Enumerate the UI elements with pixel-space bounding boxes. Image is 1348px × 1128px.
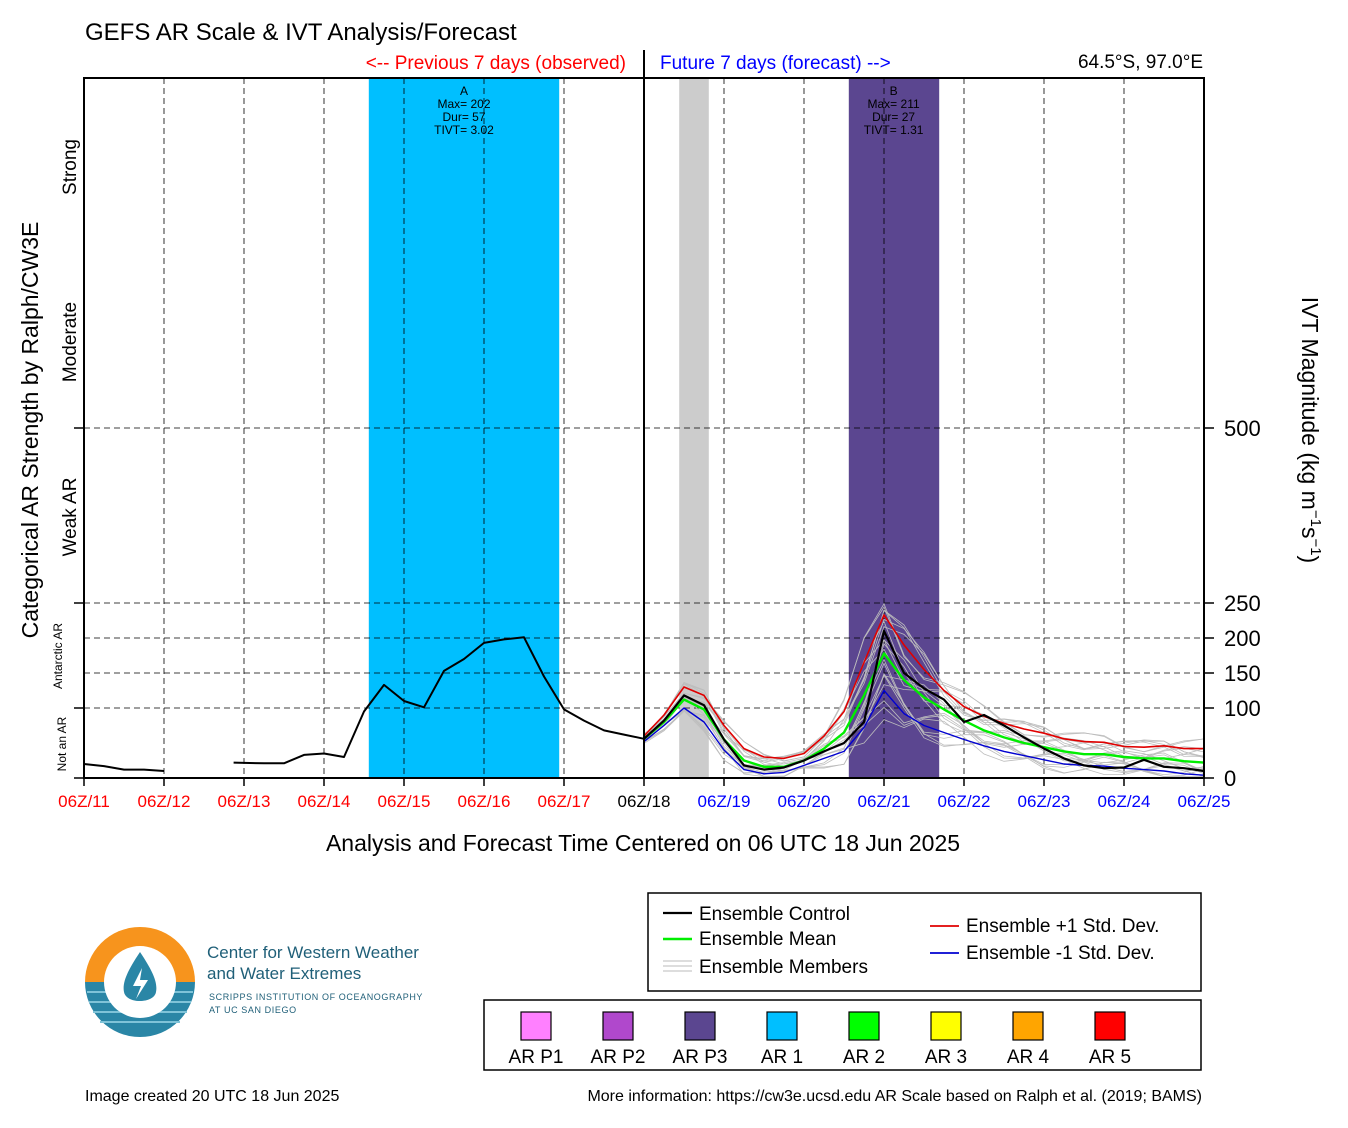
y-tick-label-1: 100	[1224, 696, 1261, 721]
x-tick-label-4: 06Z/15	[378, 792, 431, 811]
ar-scale-swatch-6	[1012, 1011, 1044, 1041]
footer-created: Image created 20 UTC 18 Jun 2025	[85, 1088, 340, 1105]
footer-info: More information: https://cw3e.ucsd.edu …	[587, 1088, 1202, 1105]
legend-members-swatch	[663, 960, 692, 972]
x-tick-label-7: 06Z/18	[618, 792, 671, 811]
ar-scale-swatch-7	[1094, 1011, 1126, 1041]
ar-scale-label-5: AR 3	[925, 1047, 967, 1068]
location-label: 64.5°S, 97.0°E	[1078, 52, 1203, 73]
y-tick-label-4: 250	[1224, 591, 1261, 616]
x-tick-label-6: 06Z/17	[538, 792, 591, 811]
series-minus_sd	[643, 689, 1205, 776]
legend-plus-sd: Ensemble +1 Std. Dev.	[966, 916, 1159, 937]
ar-scale-swatch-5	[930, 1011, 962, 1041]
chart-title: GEFS AR Scale & IVT Analysis/Forecast	[85, 19, 517, 46]
x-tick-label-3: 06Z/14	[298, 792, 351, 811]
event-label-2-0: B	[890, 84, 898, 98]
x-tick-label-1: 06Z/12	[138, 792, 191, 811]
series-mean	[643, 652, 1205, 768]
y-tick-label-2: 150	[1224, 661, 1261, 686]
member-line-10	[643, 710, 1205, 777]
ar-scale-legend: AR P1 AR P2 AR P3 AR 1 AR 2 AR 3 AR 4 AR 5	[483, 999, 1202, 1071]
ar-scale-swatch-3	[766, 1011, 798, 1041]
event-label-0-0: A	[460, 84, 468, 98]
legend-members: Ensemble Members	[699, 957, 868, 978]
future-label: Future 7 days (forecast) -->	[660, 53, 891, 74]
ar-scale-label-3: AR 1	[761, 1047, 803, 1068]
x-tick-label-8: 06Z/19	[698, 792, 751, 811]
event-label-0-2: Dur= 57	[442, 110, 485, 124]
right-axis-title: IVT Magnitude (kg m−1s−1)	[1297, 297, 1324, 563]
member-line-16	[643, 618, 1205, 762]
category-not-ar: Not an AR	[55, 716, 69, 771]
logo-title-line2: and Water Extremes	[207, 964, 362, 983]
x-tick-label-0: 06Z/11	[58, 792, 110, 811]
ar-scale-label-4: AR 2	[843, 1047, 885, 1068]
previous-label: <-- Previous 7 days (observed)	[366, 53, 626, 74]
member-line-18	[643, 706, 1205, 777]
logo-subtitle-line2: AT UC SAN DIEGO	[209, 1005, 297, 1015]
category-antarctic-ar: Antarctic AR	[51, 623, 65, 689]
member-line-15	[643, 648, 1205, 769]
series-observed2	[233, 636, 645, 765]
ar-scale-label-6: AR 4	[1007, 1047, 1050, 1068]
event-label-2-2: Dur= 27	[872, 110, 915, 124]
svg-text:IVT Magnitude (kg m−1s−1): IVT Magnitude (kg m−1s−1)	[1297, 297, 1324, 563]
left-axis-title: Categorical AR Strength by Ralph/CW3E	[17, 222, 43, 639]
cw3e-logo	[85, 927, 195, 1038]
member-line-12	[643, 606, 1205, 762]
x-tick-label-14: 06Z/25	[1178, 792, 1231, 811]
event-label-2-1: Max= 211	[868, 97, 920, 111]
legend-minus-sd: Ensemble -1 Std. Dev.	[966, 943, 1155, 964]
category-moderate: Moderate	[60, 302, 81, 382]
x-tick-label-5: 06Z/16	[458, 792, 511, 811]
event-label-2-3: TIVT= 1.31	[864, 123, 924, 137]
ar-scale-label-0: AR P1	[509, 1047, 564, 1068]
legend-mean: Ensemble Mean	[699, 929, 836, 950]
logo-subtitle-line1: SCRIPPS INSTITUTION OF OCEANOGRAPHY	[209, 992, 424, 1002]
ar-scale-swatch-2	[684, 1011, 716, 1041]
x-tick-label-12: 06Z/23	[1018, 792, 1071, 811]
series-control	[643, 629, 1205, 773]
member-line-14	[643, 674, 1204, 777]
series-plus_sd	[643, 614, 1204, 760]
ar-scale-label-2: AR P3	[673, 1047, 728, 1068]
event-label-0-1: Max= 202	[437, 97, 490, 111]
ar-scale-label-1: AR P2	[591, 1047, 646, 1068]
legend: Ensemble Control Ensemble Mean Ensemble …	[647, 892, 1202, 992]
ar-scale-swatch-4	[848, 1011, 880, 1041]
x-axis-title: Analysis and Forecast Time Centered on 0…	[326, 830, 960, 856]
y-tick-label-0: 0	[1224, 766, 1236, 791]
right-axis-title-text: IVT Magnitude (kg m	[1297, 297, 1323, 510]
category-strong: Strong	[60, 139, 81, 195]
legend-control: Ensemble Control	[699, 904, 850, 925]
y-tick-label-3: 200	[1224, 626, 1261, 651]
ar-scale-swatch-1	[602, 1011, 634, 1041]
category-weak-ar: Weak AR	[60, 478, 81, 557]
x-tick-label-10: 06Z/21	[858, 792, 911, 811]
event-label-0-3: TIVT= 3.02	[434, 123, 494, 137]
ar-scale-swatch-0	[520, 1011, 552, 1041]
x-tick-label-13: 06Z/24	[1098, 792, 1151, 811]
x-tick-label-2: 06Z/13	[218, 792, 271, 811]
logo-title-line1: Center for Western Weather	[207, 943, 419, 962]
series-observed	[83, 763, 165, 772]
ar-scale-label-7: AR 5	[1089, 1047, 1131, 1068]
x-tick-label-9: 06Z/20	[778, 792, 831, 811]
y-tick-label-5: 500	[1224, 416, 1261, 441]
series-lines	[83, 614, 1205, 776]
axes: 06Z/11 06Z/12 06Z/13 06Z/14 06Z/15 06Z/16 06Z/…	[58, 50, 1261, 811]
x-tick-label-11: 06Z/22	[938, 792, 991, 811]
